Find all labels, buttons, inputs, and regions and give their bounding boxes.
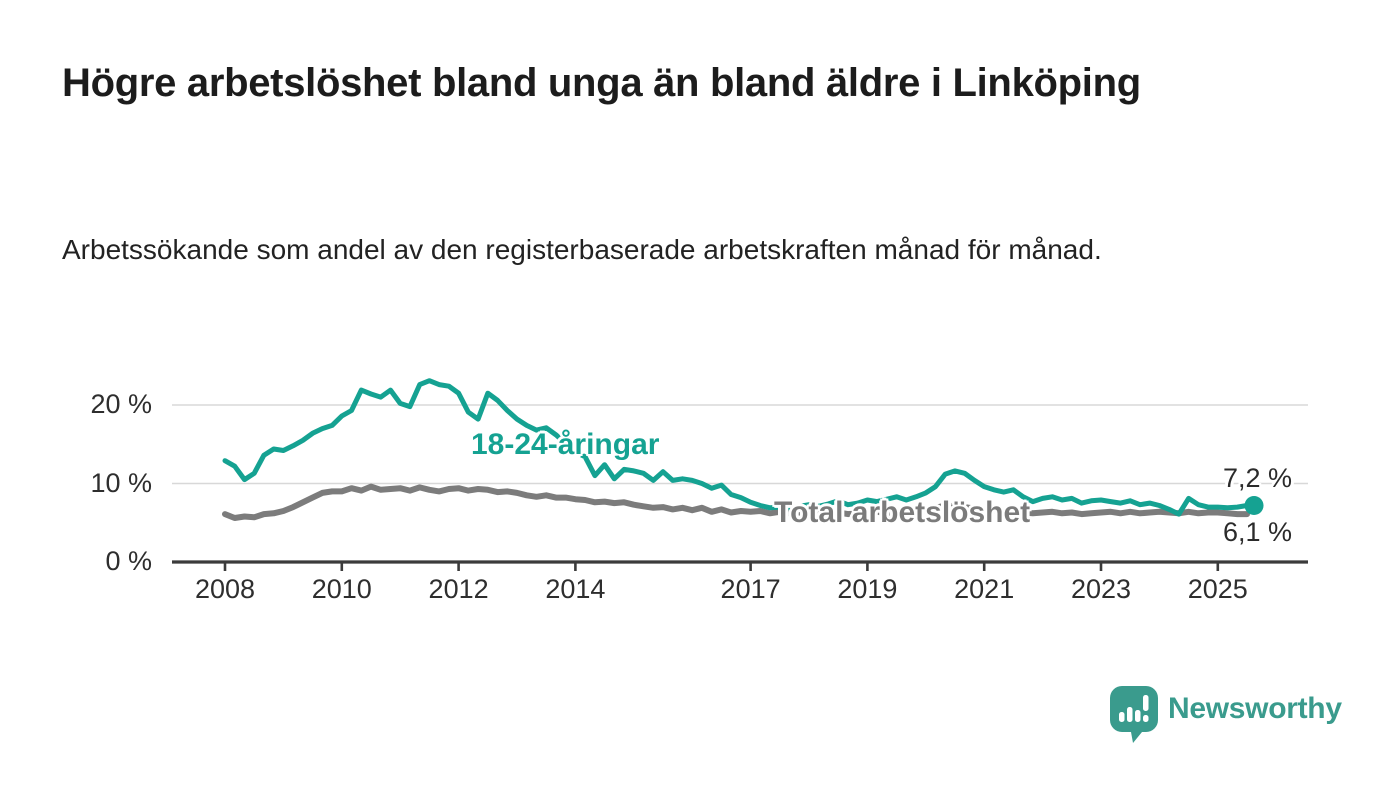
x-tick-label: 2008 — [194, 574, 256, 604]
page-title: Högre arbetslöshet bland unga än bland ä… — [62, 61, 1141, 105]
x-tick-label: 2019 — [837, 574, 898, 604]
series-label-youth: 18-24-åringar — [471, 428, 660, 461]
chart-subtitle: Arbetssökande som andel av den registerb… — [62, 234, 1102, 265]
youth-unemployment-line — [222, 378, 1250, 517]
latest-value-dot — [1244, 495, 1264, 515]
newsworthy-branding: Newsworthy — [1110, 686, 1342, 743]
x-tick-label: 2023 — [1070, 574, 1132, 604]
x-tick-label: 2012 — [428, 574, 489, 604]
x-axis — [172, 560, 1308, 571]
newsworthy-logo-icon — [1110, 686, 1158, 743]
x-tick-label: 2021 — [954, 574, 1015, 604]
y-tick-label: 0 % — [105, 546, 152, 576]
end-value-label-total: 6,1 % — [1222, 517, 1292, 547]
series-label-total: Total arbetslöshet — [774, 496, 1031, 529]
y-tick-label: 10 % — [90, 467, 152, 498]
y-tick-label: 20 % — [90, 389, 152, 419]
x-tick-label: 2014 — [545, 574, 606, 604]
total-unemployment-line — [222, 483, 1250, 521]
newsworthy-wordmark: Newsworthy — [1168, 692, 1342, 725]
x-tick-label: 2010 — [311, 574, 372, 604]
x-tick-label: 2025 — [1187, 574, 1248, 604]
end-value-label-youth: 7,2 % — [1222, 463, 1292, 493]
gridlines — [172, 404, 1308, 485]
x-tick-label: 2017 — [720, 574, 781, 604]
